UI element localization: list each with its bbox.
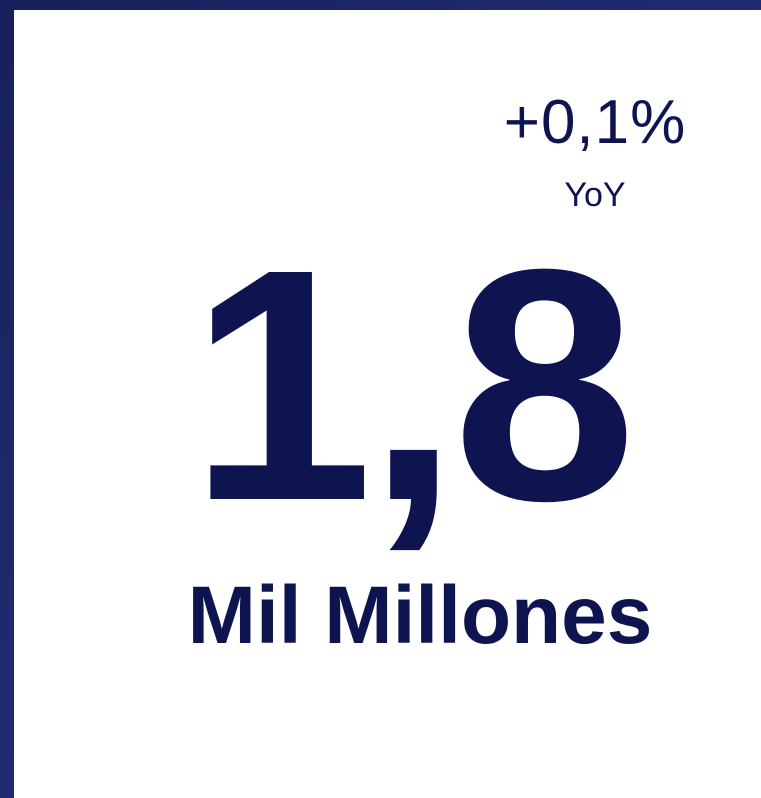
change-period: YoY — [564, 176, 626, 214]
change-value: +0,1% — [503, 88, 687, 157]
kpi-unit: Mil Millones — [187, 570, 653, 661]
kpi-value: 1,8 — [189, 200, 637, 569]
kpi-card — [14, 10, 761, 798]
